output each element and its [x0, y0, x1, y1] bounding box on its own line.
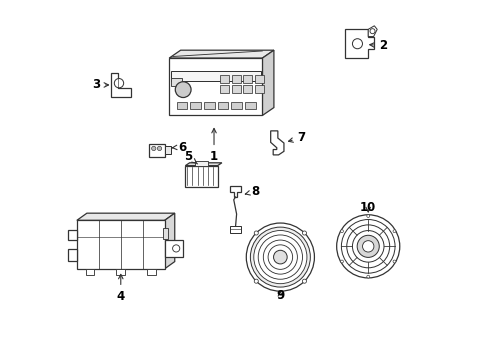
Polygon shape [68, 230, 77, 240]
Circle shape [352, 230, 383, 262]
Bar [195, 161, 207, 166]
Circle shape [369, 29, 374, 34]
Circle shape [151, 146, 156, 150]
Circle shape [254, 279, 258, 283]
Bar [147, 269, 156, 275]
Circle shape [302, 231, 306, 235]
Bar [185, 166, 217, 187]
Circle shape [263, 240, 297, 274]
Text: 5: 5 [184, 150, 197, 164]
Circle shape [341, 220, 394, 273]
Circle shape [172, 245, 180, 252]
Bar [171, 78, 182, 86]
Polygon shape [164, 213, 174, 269]
Bar [190, 102, 201, 109]
Circle shape [340, 230, 343, 233]
Bar [220, 85, 229, 93]
Circle shape [267, 245, 292, 269]
Text: 7: 7 [288, 131, 305, 144]
Polygon shape [367, 26, 376, 37]
Circle shape [340, 260, 343, 263]
Bar [243, 85, 252, 93]
Circle shape [366, 215, 369, 217]
Polygon shape [77, 213, 174, 220]
Bar [85, 269, 94, 275]
Circle shape [250, 227, 310, 287]
Text: 2: 2 [369, 39, 386, 52]
Text: 10: 10 [359, 202, 376, 215]
Circle shape [362, 241, 373, 252]
Circle shape [114, 78, 123, 88]
Bar [244, 102, 255, 109]
Bar [164, 146, 171, 154]
Bar [243, 75, 252, 83]
Text: 1: 1 [209, 129, 218, 163]
Bar [231, 85, 241, 93]
Circle shape [392, 260, 395, 263]
Polygon shape [262, 50, 273, 116]
Circle shape [258, 235, 302, 279]
Polygon shape [111, 73, 130, 96]
Bar [77, 220, 164, 269]
Circle shape [356, 235, 379, 257]
Bar [116, 269, 125, 275]
Bar [163, 228, 168, 239]
Polygon shape [164, 240, 182, 257]
Bar [148, 144, 164, 157]
Circle shape [246, 223, 314, 291]
Circle shape [346, 225, 389, 268]
Circle shape [253, 230, 306, 284]
Bar [220, 75, 229, 83]
Polygon shape [229, 186, 241, 197]
Bar [254, 85, 264, 93]
Text: 9: 9 [276, 289, 284, 302]
Polygon shape [270, 131, 284, 155]
Text: 6: 6 [172, 140, 186, 153]
Bar [176, 102, 187, 109]
Circle shape [273, 250, 286, 264]
Circle shape [254, 231, 258, 235]
Text: 3: 3 [92, 78, 108, 91]
Bar [203, 102, 214, 109]
Bar [171, 71, 260, 81]
Bar [169, 58, 262, 116]
Circle shape [392, 230, 395, 233]
Bar [217, 102, 228, 109]
Bar [231, 75, 241, 83]
Bar [254, 75, 264, 83]
Text: 8: 8 [244, 185, 259, 198]
Bar [230, 226, 241, 233]
Bar [231, 102, 242, 109]
Polygon shape [185, 163, 222, 166]
Polygon shape [68, 249, 77, 261]
Polygon shape [169, 50, 273, 58]
Circle shape [352, 39, 362, 49]
Circle shape [336, 215, 399, 278]
Circle shape [302, 279, 306, 283]
Polygon shape [344, 30, 373, 58]
Circle shape [366, 275, 369, 278]
Text: 4: 4 [117, 274, 124, 303]
Circle shape [175, 82, 191, 98]
Circle shape [157, 146, 162, 150]
